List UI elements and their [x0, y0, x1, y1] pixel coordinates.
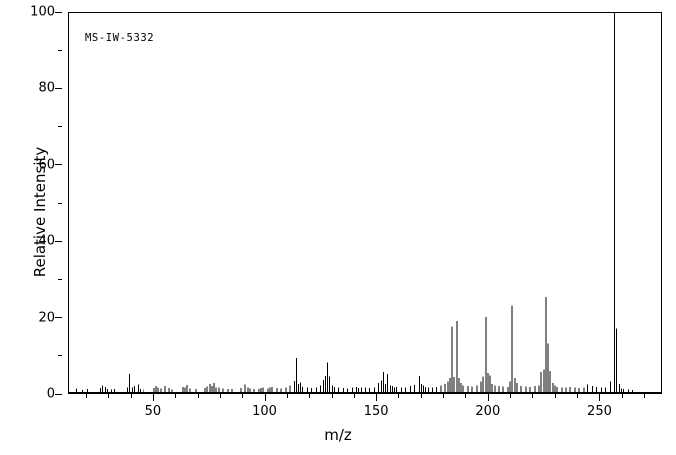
y-tick-label: 60 [38, 157, 55, 173]
x-tick-major [599, 394, 600, 401]
y-tick-major [55, 240, 62, 242]
y-tick-minor [58, 126, 62, 128]
x-tick-major [488, 394, 489, 401]
x-tick-label: 100 [252, 404, 277, 419]
x-tick-minor [510, 394, 511, 398]
sample-id-label: MS-IW-5332 [85, 32, 155, 44]
y-tick-major [55, 393, 62, 395]
x-tick-label: 200 [475, 404, 501, 419]
spectrum-peaks [69, 13, 661, 393]
x-tick-major [153, 394, 154, 401]
x-tick-minor [175, 394, 176, 398]
y-tick-major [55, 87, 62, 89]
x-tick-minor [622, 394, 623, 398]
y-tick-label: 80 [38, 80, 55, 96]
x-tick-label: 50 [144, 404, 162, 419]
x-tick-minor [309, 394, 310, 398]
x-tick-minor [443, 394, 444, 398]
x-tick-minor [398, 394, 399, 398]
x-tick-major [265, 394, 266, 401]
plot-area: MS-IW-5332 [68, 12, 662, 394]
y-tick-label: 20 [38, 310, 55, 326]
x-tick-minor [354, 394, 355, 398]
y-tick-label: 0 [46, 386, 55, 402]
x-tick-minor [555, 394, 556, 398]
x-tick-minor [644, 394, 645, 398]
x-tick-minor [465, 394, 466, 398]
x-tick-minor [131, 394, 132, 398]
y-tick-label: 100 [30, 4, 55, 20]
y-tick-major [55, 11, 62, 13]
y-axis-title: Relative Intensity [31, 146, 49, 278]
x-axis-title: m/z [324, 426, 352, 444]
x-tick-minor [332, 394, 333, 398]
y-tick-minor [58, 49, 62, 51]
y-tick-major [55, 317, 62, 319]
y-tick-minor [58, 355, 62, 357]
x-tick-minor [577, 394, 578, 398]
x-tick-major [376, 394, 377, 401]
x-tick-minor [242, 394, 243, 398]
x-axis: m/z 50 100 150 200 250 [0, 394, 676, 455]
x-tick-label: 250 [587, 404, 612, 419]
x-tick-minor [421, 394, 422, 398]
x-tick-minor [220, 394, 221, 398]
x-tick-minor [198, 394, 199, 398]
y-axis: Relative Intensity 0 20 40 60 80 100 [0, 0, 68, 455]
y-tick-major [55, 164, 62, 166]
y-tick-minor [58, 278, 62, 280]
x-tick-minor [86, 394, 87, 398]
x-tick-minor [532, 394, 533, 398]
peak-lines [76, 13, 636, 393]
x-tick-minor [287, 394, 288, 398]
y-tick-minor [58, 202, 62, 204]
y-tick-label: 40 [38, 233, 55, 249]
x-tick-label: 150 [363, 404, 389, 419]
x-tick-minor [108, 394, 109, 398]
